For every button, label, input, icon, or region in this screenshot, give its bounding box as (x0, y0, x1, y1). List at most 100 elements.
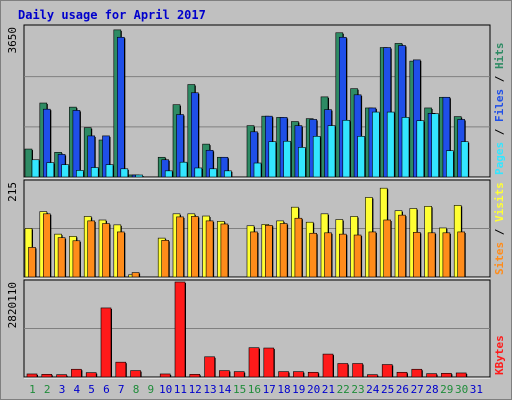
legend-pages-files-hits: Pages / Files / Hits (493, 43, 506, 176)
bar-kbytes-day-23 (352, 363, 363, 378)
day-label-18: 18 (277, 383, 290, 396)
y-max-label-visits: 215 (6, 182, 19, 202)
bar-pages-day-24 (372, 111, 380, 178)
bar-kbytes-day-5 (85, 372, 97, 378)
bar-sites-day-13 (205, 220, 214, 278)
day-label-16: 16 (248, 383, 261, 396)
bar-sites-day-22 (338, 233, 347, 278)
bar-kbytes-day-27 (411, 368, 423, 378)
bar-sites-day-7 (117, 231, 125, 278)
bar-pages-day-4 (76, 170, 84, 178)
bar-pages-day-6 (105, 164, 114, 178)
day-label-4: 4 (73, 383, 80, 396)
bar-kbytes-day-20 (307, 371, 319, 378)
bar-pages-day-2 (46, 162, 55, 178)
bar-sites-day-29 (442, 232, 451, 278)
day-label-30: 30 (455, 383, 468, 396)
bar-sites-day-18 (279, 223, 288, 278)
bar-kbytes-day-30 (455, 372, 467, 378)
bar-kbytes-day-28 (426, 373, 437, 378)
bar-kbytes-day-14 (219, 370, 230, 378)
bar-kbytes-day-25 (381, 364, 393, 378)
bar-sites-day-10 (161, 240, 169, 278)
legend-part: / (493, 122, 506, 142)
bar-kbytes-day-8 (130, 370, 141, 378)
bar-sites-day-17 (264, 225, 273, 278)
bar-kbytes-day-24 (367, 374, 378, 378)
bar-pages-day-18 (283, 140, 291, 178)
bar-files-day-12 (191, 92, 199, 178)
chart-title: Daily usage for April 2017 (18, 8, 206, 22)
bar-pages-day-1 (31, 159, 40, 178)
legend-part: Pages (493, 142, 506, 175)
bar-kbytes-day-7 (115, 361, 127, 378)
bar-pages-day-10 (164, 170, 173, 178)
legend-part: / (493, 69, 506, 89)
bar-kbytes-day-1 (26, 373, 38, 378)
bar-files-day-4 (72, 110, 81, 178)
bar-pages-day-29 (446, 150, 454, 178)
legend-part: Visits (493, 182, 506, 222)
day-label-27: 27 (411, 383, 424, 396)
day-label-8: 8 (133, 383, 140, 396)
bar-pages-day-8 (135, 174, 143, 178)
bar-kbytes-day-2 (41, 374, 53, 378)
day-label-29: 29 (440, 383, 453, 396)
day-label-21: 21 (322, 383, 335, 396)
day-label-23: 23 (351, 383, 364, 396)
day-label-19: 19 (292, 383, 305, 396)
bar-sites-day-11 (176, 216, 184, 278)
bar-pages-day-23 (357, 136, 365, 178)
bar-pages-day-7 (120, 168, 129, 178)
legend-part: / (493, 222, 506, 242)
bar-hits-day-1 (24, 148, 33, 178)
bar-sites-day-24 (368, 231, 377, 278)
bar-kbytes-day-22 (337, 363, 349, 378)
bar-sites-day-3 (57, 237, 66, 278)
day-label-28: 28 (425, 383, 438, 396)
bar-kbytes-day-15 (233, 371, 245, 378)
bar-pages-day-14 (224, 170, 232, 178)
bar-sites-day-2 (42, 213, 51, 278)
bar-kbytes-day-3 (56, 374, 67, 378)
bar-sites-day-16 (250, 231, 258, 278)
day-label-22: 22 (337, 383, 350, 396)
day-label-10: 10 (159, 383, 172, 396)
bar-sites-day-19 (294, 217, 303, 278)
bar-sites-day-8 (131, 272, 140, 278)
bar-pages-day-21 (327, 125, 336, 178)
bar-kbytes-day-19 (293, 371, 304, 378)
day-label-24: 24 (366, 383, 380, 396)
bar-sites-day-14 (220, 223, 229, 278)
bar-pages-day-5 (90, 167, 99, 178)
bar-kbytes-day-29 (441, 372, 452, 378)
day-label-17: 17 (263, 383, 276, 396)
legend-sites-visits: Sites / Visits (493, 182, 506, 275)
bar-kbytes-day-11 (174, 281, 186, 378)
bar-kbytes-day-18 (278, 371, 289, 378)
bar-pages-day-20 (312, 136, 321, 178)
day-label-11: 11 (174, 383, 187, 396)
bar-sites-day-6 (102, 223, 110, 278)
day-label-9: 9 (147, 383, 154, 396)
day-label-3: 3 (59, 383, 66, 396)
bar-sites-day-1 (28, 247, 36, 278)
bar-pages-day-26 (401, 117, 410, 178)
bar-sites-day-26 (398, 214, 406, 278)
bar-kbytes-day-26 (396, 371, 408, 378)
legend-part: KBytes (493, 335, 506, 375)
day-label-31: 31 (470, 383, 483, 396)
bar-kbytes-day-12 (189, 374, 201, 378)
bar-pages-day-30 (460, 141, 469, 178)
bar-pages-day-25 (386, 111, 395, 178)
bar-kbytes-day-4 (71, 368, 82, 378)
bar-kbytes-day-21 (322, 353, 334, 378)
bar-sites-day-27 (412, 232, 421, 278)
day-label-5: 5 (88, 383, 95, 396)
legend-part: Sites (493, 242, 506, 275)
day-label-15: 15 (233, 383, 246, 396)
day-label-25: 25 (381, 383, 394, 396)
bar-sites-day-25 (383, 219, 392, 278)
